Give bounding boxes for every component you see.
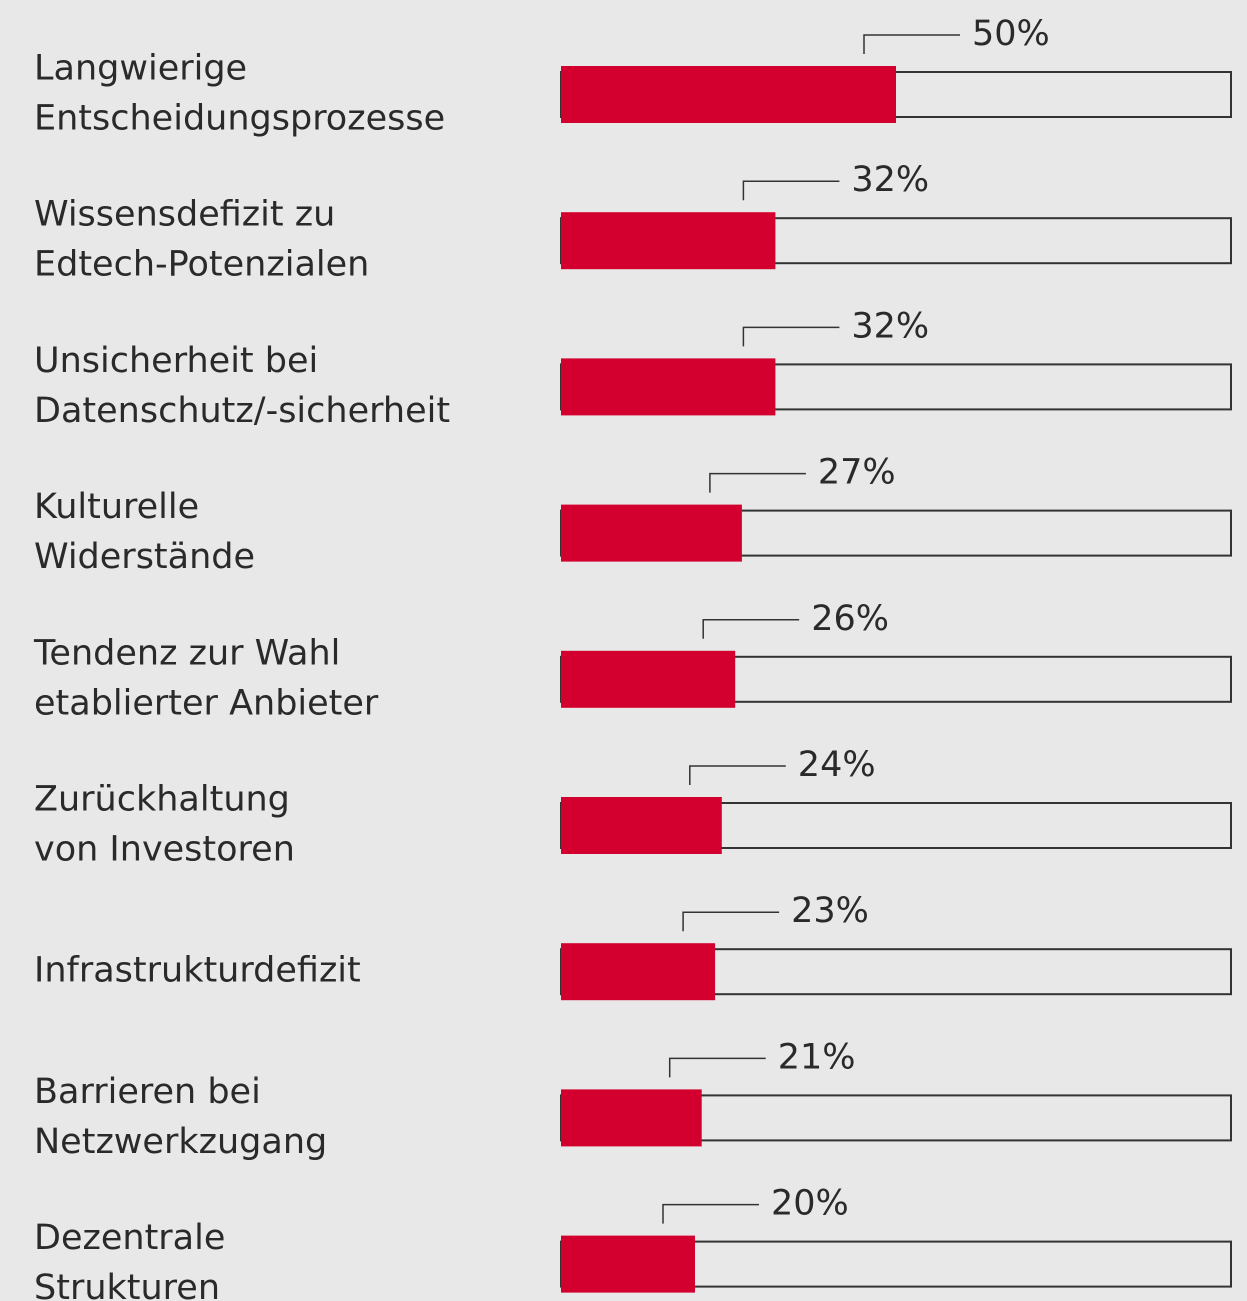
value-label: 23% [791, 891, 869, 931]
bar [561, 1235, 695, 1293]
callout-line [662, 1203, 759, 1224]
callout-line [709, 472, 806, 493]
bar [561, 504, 742, 562]
category-label: Kulturelle Widerstände [34, 487, 255, 577]
value-label: 50% [972, 14, 1050, 54]
bar [561, 66, 896, 123]
category-label: Dezentrale Strukturen [34, 1218, 225, 1301]
callout-line [682, 911, 780, 932]
bar [561, 1089, 702, 1147]
callout-line [863, 34, 960, 54]
callout-line [742, 180, 840, 201]
value-label: 32% [851, 160, 929, 200]
callout-line [689, 765, 786, 785]
bar [561, 212, 776, 270]
callout-line [668, 1057, 766, 1078]
category-label: Barrieren bei Netzwerkzugang [34, 1072, 327, 1162]
category-label: Unsicherheit bei Datenschutz/-sicherheit [34, 341, 450, 431]
category-label: Wissensdefizit zu Edtech-Potenzialen [34, 195, 369, 285]
bar [561, 943, 716, 1001]
category-label: Zurückhaltung von Investoren [34, 780, 295, 870]
value-label: 27% [818, 453, 896, 493]
bar [561, 797, 722, 854]
category-label: Tendenz zur Wahl etablierter Anbieter [33, 633, 379, 723]
value-label: 26% [811, 599, 889, 639]
value-label: 21% [778, 1037, 856, 1077]
callout-line [702, 619, 800, 639]
category-label: Langwierige Entscheidungsprozesse [34, 49, 445, 139]
callout-line [742, 326, 840, 347]
bar [561, 358, 776, 416]
value-label: 32% [851, 306, 929, 346]
value-label: 20% [771, 1184, 849, 1224]
category-label: Infrastrukturdefizit [34, 951, 361, 991]
bar [561, 650, 736, 708]
value-label: 24% [798, 745, 876, 785]
